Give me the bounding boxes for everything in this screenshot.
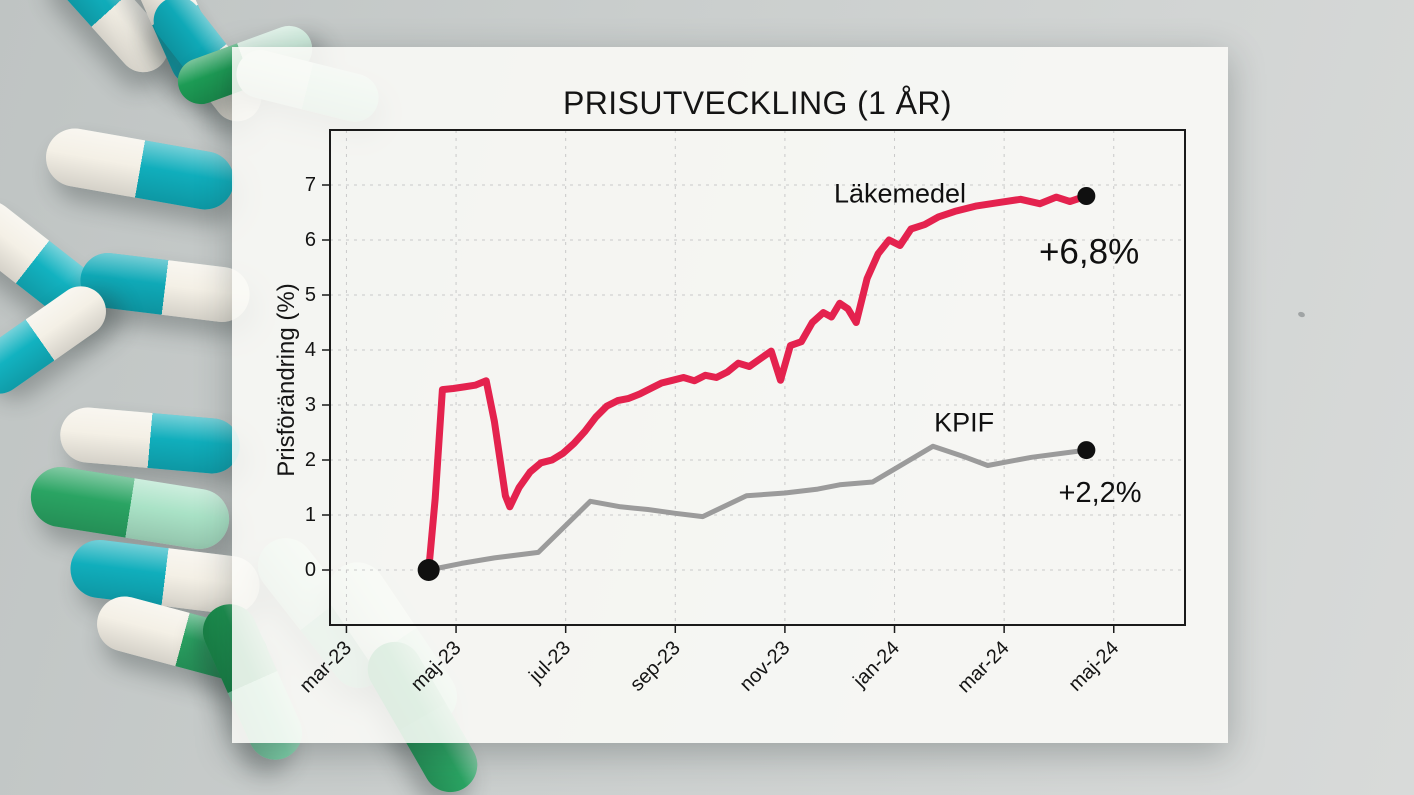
y-tick-label: 2 bbox=[305, 449, 316, 471]
end-value-lakemedel: +6,8% bbox=[1039, 233, 1139, 272]
y-tick-label: 0 bbox=[305, 559, 316, 581]
y-axis-label: Prisförändring (%) bbox=[273, 283, 300, 477]
data-point-marker bbox=[417, 559, 440, 581]
x-tick-label: sep-23 bbox=[626, 637, 685, 696]
series-label-lakemedel: Läkemedel bbox=[834, 178, 966, 208]
y-tick-label: 7 bbox=[305, 174, 316, 196]
x-tick-label: mar-24 bbox=[953, 637, 1013, 697]
series-label-kpif: KPIF bbox=[934, 408, 994, 438]
end-value-kpif: +2,2% bbox=[1059, 477, 1142, 509]
x-tick-label: jul-23 bbox=[524, 637, 575, 688]
dust-speck bbox=[1297, 310, 1306, 319]
pill-capsule bbox=[41, 123, 239, 215]
y-tick-label: 1 bbox=[305, 504, 316, 526]
series-line-läkemedel bbox=[425, 192, 1090, 574]
chart-card: 0 1 2 3 4 5 6 7 mar-23 maj-23 jul-23 sep-23 nov-23 ja… bbox=[232, 47, 1228, 743]
x-tick-label: maj-23 bbox=[407, 637, 466, 696]
y-tick-label: 5 bbox=[305, 284, 316, 306]
plot-frame bbox=[329, 129, 1186, 626]
pill-capsule bbox=[26, 462, 234, 554]
price-development-chart: 0 1 2 3 4 5 6 7 mar-23 maj-23 jul-23 sep-23 nov-23 ja… bbox=[296, 129, 1186, 697]
x-tick-label: jan-24 bbox=[848, 637, 904, 693]
pill-capsule bbox=[0, 276, 116, 404]
y-tick-label: 6 bbox=[305, 229, 316, 251]
y-tick-label: 3 bbox=[305, 394, 316, 416]
data-point-marker bbox=[1077, 441, 1096, 460]
x-tick-label: maj-24 bbox=[1064, 637, 1123, 696]
data-point-marker bbox=[1077, 187, 1096, 205]
chart-title: PRISUTVECKLING (1 ÅR) bbox=[563, 85, 952, 121]
y-tick-label: 4 bbox=[305, 339, 316, 361]
pill-capsule bbox=[57, 405, 243, 476]
x-tick-label: nov-23 bbox=[736, 637, 795, 696]
x-tick-label: mar-23 bbox=[296, 637, 356, 697]
series-line-kpif bbox=[426, 443, 1089, 573]
